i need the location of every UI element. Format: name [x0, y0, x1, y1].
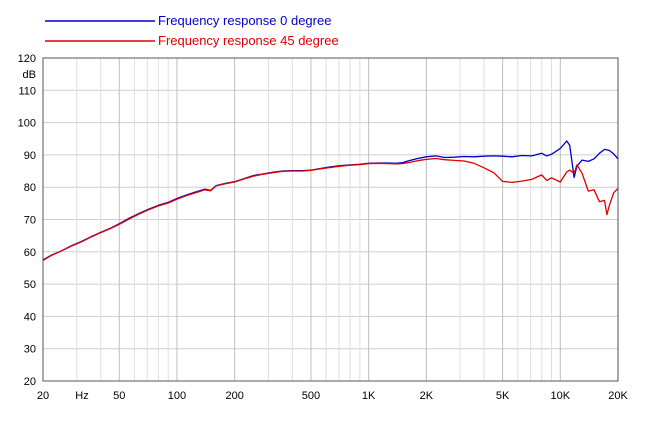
x-tick-label: 20K: [608, 390, 628, 402]
x-tick-label: 500: [302, 390, 320, 402]
x-axis-unit-label: Hz: [75, 390, 88, 402]
y-tick-label: 30: [24, 344, 36, 356]
x-tick-label: 50: [113, 390, 125, 402]
y-tick-label: 80: [24, 182, 36, 194]
y-tick-label: 90: [24, 150, 36, 162]
y-tick-label: 20: [24, 376, 36, 388]
y-tick-label: 110: [18, 85, 36, 97]
x-tick-label: 10K: [551, 390, 571, 402]
y-tick-labels: 20 30 40 50 60 70 80 90 100 110 120: [18, 53, 36, 388]
y-axis-unit-label: dB: [23, 69, 36, 81]
x-tick-label: 20: [37, 390, 49, 402]
series-lines: [42, 140, 619, 262]
x-tick-labels: 20 50 100 200 500 1K 2K 5K 10K 20K: [37, 390, 629, 402]
y-tick-label: 70: [24, 215, 36, 227]
y-tick-label: 100: [18, 118, 36, 130]
y-tick-label: 50: [24, 279, 36, 291]
legend-label-1: Frequency response 45 degree: [158, 33, 339, 48]
plot-frame: [42, 57, 619, 382]
x-tick-label: 5K: [496, 390, 510, 402]
y-tick-label: 40: [24, 311, 36, 323]
series-line-1: [42, 157, 619, 262]
x-tick-label: 100: [168, 390, 186, 402]
series-line-0: [42, 140, 619, 261]
y-tick-label: 60: [24, 247, 36, 259]
x-tick-label: 200: [225, 390, 243, 402]
legend-label-0: Frequency response 0 degree: [158, 13, 331, 28]
x-tick-label: 2K: [420, 390, 434, 402]
x-tick-label: 1K: [362, 390, 376, 402]
legend: Frequency response 0 degree Frequency res…: [45, 13, 339, 48]
y-tick-label: 120: [18, 53, 36, 65]
